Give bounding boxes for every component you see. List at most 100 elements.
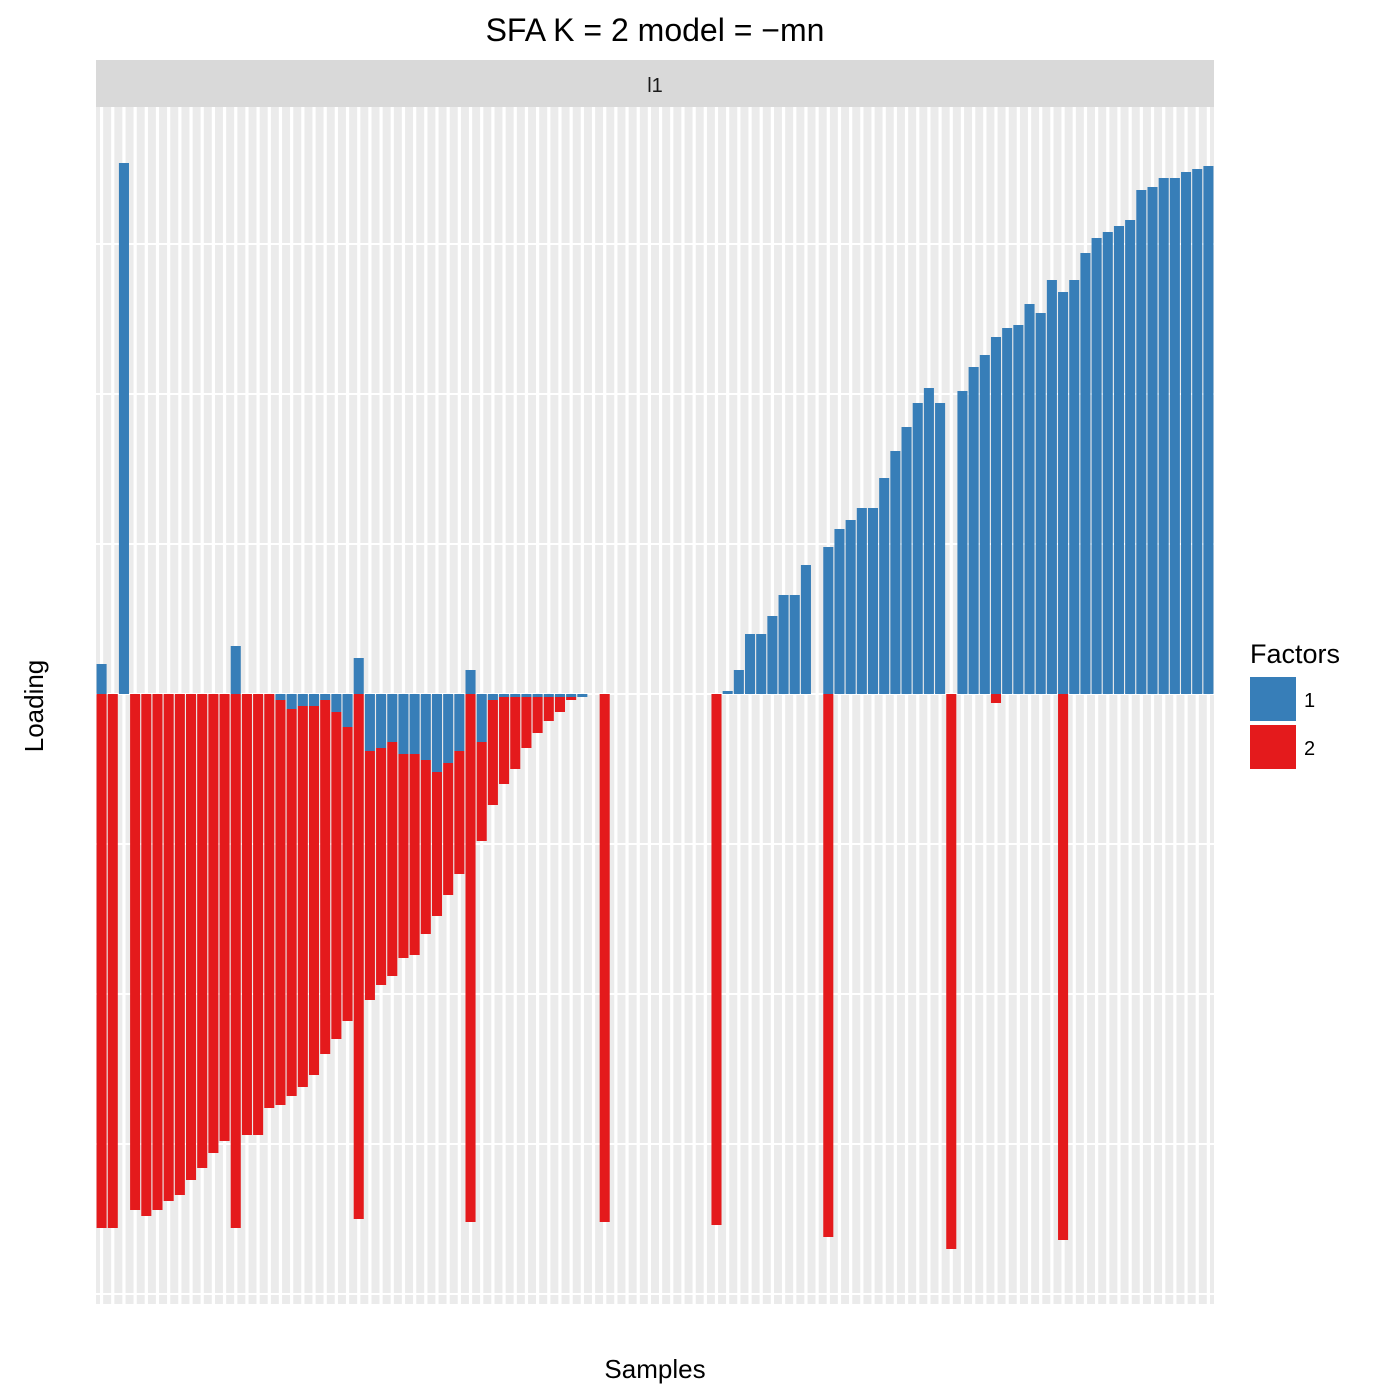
bar-factor-1 [1013,325,1024,694]
bar-factor-1 [789,595,800,694]
bar-factor-1 [968,367,979,694]
legend-label-1: 1 [1304,690,1315,712]
bar-factor-1 [935,403,946,694]
bar-factor-1 [431,694,443,772]
bar-factor-2 [308,706,320,1075]
bar-factor-1 [879,478,890,694]
bar-factor-1 [923,388,934,694]
bar-factor-1 [331,694,342,712]
bar-factor-1 [1147,187,1158,694]
bar-factor-2 [599,694,610,1222]
bar-factor-2 [443,763,454,895]
bar-factor-1 [476,694,487,742]
bar-factor-1 [543,694,554,697]
bar-factor-2 [174,694,185,1195]
bar-factor-2 [320,700,331,1054]
bar-factor-1 [320,694,331,700]
bar-factor-2 [186,694,197,1180]
bar-factor-1 [454,694,465,751]
bar-factor-1 [1192,169,1203,694]
bar-factor-1 [856,508,867,694]
bar-factor-2 [521,697,532,748]
bar-factor-2 [331,712,342,1039]
bar-factor-2 [454,751,465,874]
bar-factor-1 [1102,232,1113,694]
bar-factor-1 [1125,220,1136,694]
x-axis-title: Samples [604,1354,705,1384]
bar-factor-2 [353,694,364,1219]
legend-swatch-1 [1250,677,1296,721]
bar-factor-1 [353,658,364,694]
bar-factor-1 [230,646,241,694]
bar-factor-1 [901,427,912,694]
bar-factor-2 [208,694,219,1153]
bar-factor-2 [499,697,510,784]
bar-factor-1 [990,337,1002,694]
plot-panel [96,107,1214,1304]
bar-factor-2 [1058,694,1069,1240]
facet-label: l1 [647,75,663,97]
legend: Factors 1 2 [1250,639,1340,769]
bar-factor-2 [197,694,208,1168]
bar-factor-2 [510,697,521,769]
bar-factor-1 [510,694,521,697]
bar-factor-1 [286,694,297,709]
bar-factor-1 [275,694,286,700]
facet-strip [96,60,1214,107]
bar-factor-1 [745,634,756,694]
bar-factor-2 [219,694,230,1141]
bar-factor-1 [566,694,577,697]
bar-factor-2 [420,760,431,934]
legend-swatch-2 [1250,725,1296,769]
bar-factor-2 [163,694,174,1201]
bar-factor-2 [364,751,375,1000]
chart-title: SFA K = 2 model = −mn [486,12,825,48]
bar-factor-2 [946,694,957,1249]
bar-factor-1 [409,694,420,754]
bar-factor-1 [554,694,565,697]
bar-factor-2 [554,697,565,712]
bar-factor-1 [1203,166,1214,694]
bar-factor-1 [767,616,778,694]
bar-factor-2 [264,694,275,1108]
bar-factor-1 [1158,178,1169,694]
bar-factor-2 [96,694,107,1228]
bar-factor-2 [342,727,353,1021]
bar-factor-2 [297,706,308,1087]
bar-factor-2 [376,748,387,985]
bar-factor-1 [376,694,387,748]
bar-factor-1 [867,508,879,694]
bar-factor-1 [1181,172,1192,694]
bar-factor-1 [778,595,789,694]
bar-factor-2 [398,754,409,958]
bar-factor-1 [1069,280,1080,694]
bar-factor-1 [420,694,431,760]
bar-factor-1 [487,694,498,700]
bar-factor-2 [409,754,420,955]
bar-factor-1 [834,529,845,694]
bar-factor-1 [398,694,409,754]
bar-factor-2 [253,694,264,1135]
bar-factor-1 [1046,280,1057,694]
bar-factor-2 [275,700,286,1105]
bar-factor-1 [1002,328,1013,694]
bar-factor-1 [912,403,923,694]
bar-factor-2 [566,697,577,700]
bar-factor-1 [979,355,990,694]
bar-factor-1 [1058,292,1069,694]
bar-factor-1 [577,694,588,697]
bar-factor-2 [241,694,252,1135]
bar-factor-2 [387,742,398,976]
bar-factor-1 [532,694,543,697]
bar-factor-1 [733,670,744,694]
bar-factor-1 [1136,190,1147,694]
bar-factor-1 [890,451,901,694]
bar-factor-1 [1024,304,1035,694]
bar-factor-1 [1080,253,1091,694]
bar-factor-2 [543,697,554,721]
bar-factor-2 [107,694,118,1228]
bar-factor-1 [387,694,398,742]
y-axis-title: Loading [19,660,49,753]
bar-factor-1 [1091,238,1102,694]
